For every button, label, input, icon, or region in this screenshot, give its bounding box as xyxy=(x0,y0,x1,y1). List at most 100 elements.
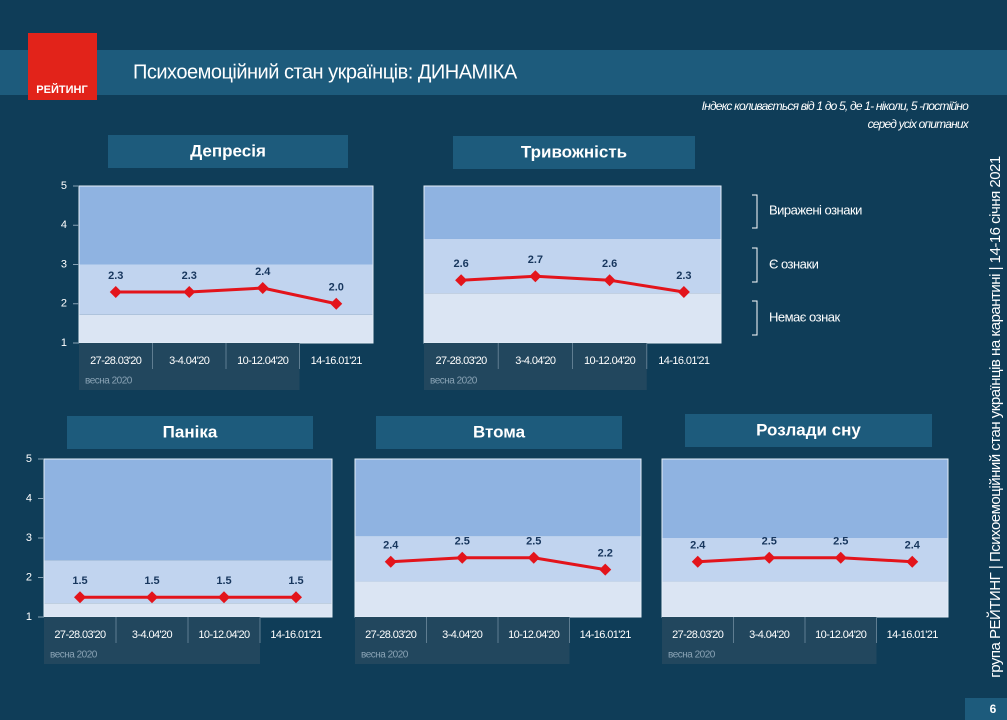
side-text: група РЕЙТИНГ | Психоемоційний стан укра… xyxy=(986,156,1004,678)
y-tick-label: 4 xyxy=(26,492,32,504)
x-tick-label: 14-16.01'21 xyxy=(270,629,322,641)
x-tick-label: 3-4.04'20 xyxy=(749,629,790,641)
category-row xyxy=(662,617,877,664)
period-label: весна 2020 xyxy=(85,376,133,387)
data-point xyxy=(74,591,86,604)
legend-bracket xyxy=(752,300,758,336)
band-none xyxy=(355,581,641,617)
data-point xyxy=(529,270,542,283)
logo-box xyxy=(28,33,97,100)
data-point xyxy=(677,285,690,298)
chart-title-box xyxy=(685,414,932,447)
data-label: 2.3 xyxy=(676,270,691,282)
note: серед усіх опитаних xyxy=(868,117,970,131)
category-row xyxy=(355,617,570,664)
data-point xyxy=(146,591,158,604)
data-point xyxy=(330,297,343,310)
period-label: весна 2020 xyxy=(50,650,98,661)
chart-title: Тривожність xyxy=(521,142,627,161)
data-point xyxy=(599,563,612,576)
band-none xyxy=(44,603,332,617)
band-none xyxy=(424,293,721,343)
page-number: 6 xyxy=(990,702,997,716)
data-label: 2.5 xyxy=(833,536,848,548)
y-tick-label: 1 xyxy=(61,337,67,349)
y-tick-label: 5 xyxy=(61,180,67,192)
data-label: 2.4 xyxy=(690,540,706,552)
data-point xyxy=(183,285,196,298)
category-row xyxy=(79,343,300,390)
x-tick-label: 3-4.04'20 xyxy=(442,629,483,641)
legend-bracket xyxy=(752,247,758,283)
data-point xyxy=(527,551,540,564)
data-label: 1.5 xyxy=(144,575,159,587)
chart-title-box xyxy=(108,135,348,168)
data-label: 2.3 xyxy=(182,270,197,282)
band-strong xyxy=(79,186,373,265)
series-line xyxy=(390,556,606,572)
data-label: 2.6 xyxy=(602,258,617,270)
legend-bracket xyxy=(752,194,758,229)
data-point xyxy=(290,591,302,604)
data-label: 2.7 xyxy=(528,254,543,266)
data-point xyxy=(218,591,230,604)
band-strong xyxy=(355,459,641,537)
y-tick-label: 1 xyxy=(26,611,32,623)
data-label: 1.5 xyxy=(72,575,87,587)
x-tick-label: 14-16.01'21 xyxy=(311,355,363,367)
data-point xyxy=(906,555,919,568)
series-line xyxy=(115,286,337,306)
band-strong xyxy=(424,186,721,239)
x-tick-label: 10-12.04'20 xyxy=(584,355,636,367)
x-tick-label: 27-28.03'20 xyxy=(672,629,724,641)
x-tick-label: 27-28.03'20 xyxy=(436,355,488,367)
x-tick-label: 27-28.03'20 xyxy=(54,629,106,641)
data-label: 2.6 xyxy=(453,258,468,270)
data-point xyxy=(109,285,122,298)
data-label: 2.5 xyxy=(762,536,777,548)
x-tick-label: 10-12.04'20 xyxy=(815,629,867,641)
data-point xyxy=(691,555,704,568)
header-bar xyxy=(0,50,1007,95)
legend xyxy=(752,194,758,336)
x-tick-label: 10-12.04'20 xyxy=(237,355,289,367)
x-tick-label: 27-28.03'20 xyxy=(365,629,417,641)
page-title: Психоемоційний стан українців: ДИНАМІКА xyxy=(133,61,518,83)
data-point xyxy=(256,282,269,295)
data-label: 2.4 xyxy=(905,540,921,552)
x-tick-label: 10-12.04'20 xyxy=(508,629,560,641)
category-row xyxy=(424,343,647,390)
y-tick-label: 2 xyxy=(61,298,67,310)
data-label: 2.4 xyxy=(255,266,271,278)
data-label: 2.3 xyxy=(108,270,123,282)
data-label: 2.2 xyxy=(598,548,613,560)
category-row xyxy=(44,617,260,664)
band-none xyxy=(662,581,948,617)
y-tick-label: 3 xyxy=(61,258,67,270)
data-label: 1.5 xyxy=(216,575,231,587)
y-tick-label: 3 xyxy=(26,532,32,544)
legend-entry: Є ознаки xyxy=(769,256,819,271)
band-strong xyxy=(44,459,332,561)
data-label: 2.0 xyxy=(329,282,344,294)
chart-title-box xyxy=(453,136,695,169)
y-tick-label: 5 xyxy=(26,453,32,465)
data-point xyxy=(456,551,469,564)
series-line xyxy=(697,556,913,564)
x-tick-label: 3-4.04'20 xyxy=(515,355,556,367)
period-label: весна 2020 xyxy=(361,650,409,661)
band-none xyxy=(79,314,373,343)
band-strong xyxy=(662,459,948,538)
data-point xyxy=(384,555,397,568)
x-tick-label: 27-28.03'20 xyxy=(90,355,142,367)
data-point xyxy=(603,274,616,287)
period-label: весна 2020 xyxy=(430,376,478,387)
y-tick-label: 2 xyxy=(26,571,32,583)
chart-title: Втома xyxy=(473,422,526,441)
page-number-box xyxy=(965,698,1007,720)
data-label: 2.4 xyxy=(383,540,399,552)
data-point xyxy=(763,551,776,564)
period-label: весна 2020 xyxy=(668,650,716,661)
x-tick-label: 3-4.04'20 xyxy=(132,629,173,641)
band-some xyxy=(424,238,721,294)
